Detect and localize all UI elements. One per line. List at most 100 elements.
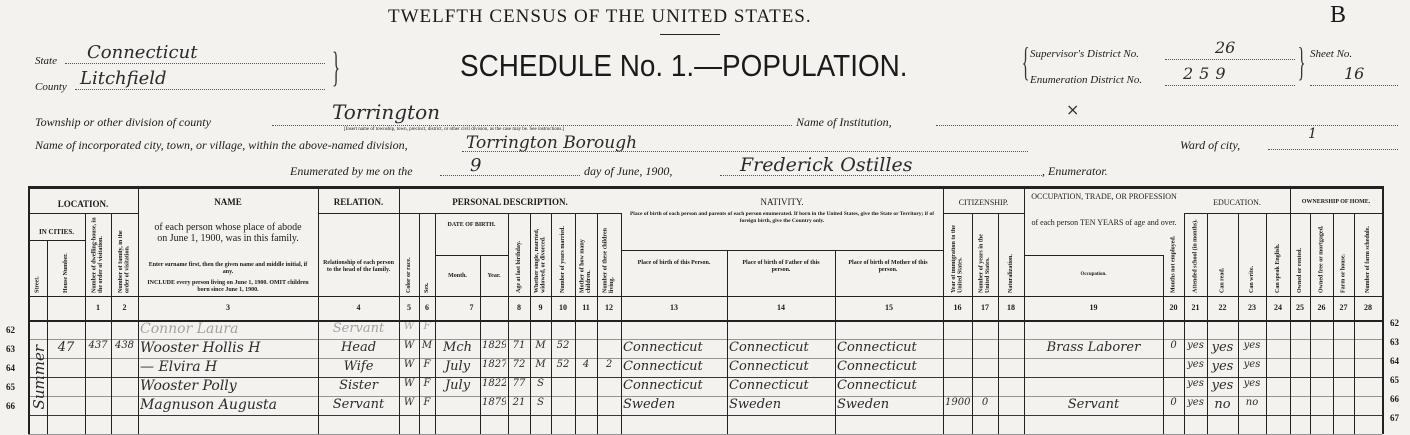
cell-name[interactable]: Wooster Polly	[140, 378, 237, 394]
cell-occupation[interactable]: Brass Laborer	[1046, 340, 1141, 355]
cell-color[interactable]: W	[403, 321, 415, 332]
cell-sex[interactable]: F	[423, 397, 431, 408]
cell-age[interactable]: 72	[512, 359, 526, 370]
cell-pob[interactable]: Sweden	[623, 397, 676, 412]
column-divider	[1290, 186, 1291, 434]
cell-mother-of[interactable]: 4	[582, 359, 590, 370]
cell-sex[interactable]: F	[423, 359, 431, 370]
cell-marital[interactable]: S	[537, 397, 544, 408]
cell-color[interactable]: W	[403, 359, 415, 370]
cell-sex[interactable]: F	[423, 321, 431, 332]
cell-year[interactable]: 1879	[482, 397, 506, 408]
schedule-title: SCHEDULE No. 1.—POPULATION.	[460, 48, 908, 83]
cell-pob-father[interactable]: Connecticut	[729, 359, 809, 374]
cell-year[interactable]: 1829	[482, 340, 506, 351]
supervisor-field[interactable]: 26	[1165, 38, 1295, 60]
cell-year[interactable]: 1822	[482, 378, 506, 389]
cell-name[interactable]: Wooster Hollis H	[140, 340, 261, 356]
cell-years-married[interactable]: 52	[556, 340, 570, 351]
cell-name[interactable]: — Elvira H	[140, 359, 218, 375]
cell-age[interactable]: 77	[512, 378, 526, 389]
cell-sex[interactable]: F	[423, 378, 431, 389]
cell-pob-mother[interactable]: Connecticut	[837, 340, 917, 355]
cell-read[interactable]: yes	[1187, 340, 1204, 351]
cell-pob-father[interactable]: Sweden	[729, 397, 782, 412]
cell-month[interactable]: Mch	[443, 340, 472, 355]
cell-english[interactable]: yes	[1243, 359, 1261, 370]
day-field[interactable]: 9	[440, 156, 580, 176]
column-divider	[530, 213, 531, 434]
cell-years-married[interactable]: 52	[556, 359, 570, 370]
cell-years-us[interactable]: 0	[981, 397, 989, 408]
vertical-column-heading: Naturalization.	[1007, 254, 1014, 293]
vertical-column-heading: Color or race.	[405, 257, 412, 293]
table-row: Magnuson Augusta Servant W F 1879 21 S Sweden Sw…	[28, 396, 1382, 415]
cell-write[interactable]: yes	[1211, 340, 1234, 355]
column-number: 15	[885, 303, 893, 312]
cell-english[interactable]: yes	[1243, 340, 1261, 351]
cell-pob[interactable]: Connecticut	[623, 359, 703, 374]
enum-district-field[interactable]: 259	[1165, 64, 1295, 86]
cell-month[interactable]: July	[444, 378, 471, 393]
city-field[interactable]: Torrington Borough	[462, 134, 1028, 152]
row-number: 67	[1390, 413, 1399, 423]
cell-english[interactable]: no	[1245, 397, 1259, 408]
cell-pob[interactable]: Connecticut	[623, 378, 703, 393]
cell-color[interactable]: W	[403, 397, 415, 408]
state-field[interactable]: Connecticut	[65, 42, 325, 64]
cell-write[interactable]: yes	[1211, 359, 1234, 374]
cell-unemployed[interactable]: 0	[1170, 397, 1177, 408]
cell-age[interactable]: 21	[512, 397, 526, 408]
column-number: 27	[1339, 303, 1348, 312]
cell-pob-mother[interactable]: Connecticut	[837, 378, 917, 393]
cell-name[interactable]: Magnuson Augusta	[140, 397, 278, 413]
cell-dwelling[interactable]: 437	[88, 340, 108, 351]
cell-write[interactable]: no	[1214, 397, 1231, 412]
enumerator-field[interactable]: Frederick Ostilles	[720, 155, 1042, 176]
cell-pob[interactable]: Connecticut	[623, 340, 703, 355]
cell-marital[interactable]: S	[537, 378, 544, 389]
header-divider	[1024, 255, 1163, 256]
column-number: 7	[469, 303, 474, 312]
cell-read[interactable]: yes	[1187, 359, 1204, 370]
cell-color[interactable]: W	[403, 340, 415, 351]
cell-marital[interactable]: M	[535, 359, 546, 370]
cell-color[interactable]: W	[403, 378, 415, 389]
cell-year[interactable]: 1827	[482, 359, 506, 370]
township-field[interactable]: Torrington	[272, 100, 792, 126]
county-field[interactable]: Litchfield	[75, 68, 325, 90]
ward-field[interactable]: 1	[1268, 126, 1398, 150]
cell-living[interactable]: 2	[605, 359, 613, 370]
cell-relation[interactable]: Servant	[332, 321, 385, 336]
column-divider	[551, 213, 552, 434]
cell-relation[interactable]: Head	[340, 340, 377, 355]
cell-pob-mother[interactable]: Sweden	[837, 397, 890, 412]
cell-sex[interactable]: M	[421, 340, 433, 351]
sheet-field[interactable]: 16	[1310, 64, 1398, 86]
column-number: 8	[517, 303, 521, 312]
name-description: of each person whose place of abode on J…	[154, 222, 302, 244]
cell-relation[interactable]: Servant	[332, 397, 385, 412]
cell-write[interactable]: yes	[1211, 378, 1234, 393]
column-number: 5	[407, 303, 411, 312]
cell-unemployed[interactable]: 0	[1170, 340, 1177, 351]
cell-pob-father[interactable]: Connecticut	[729, 378, 809, 393]
cell-relation[interactable]: Sister	[339, 378, 378, 393]
cell-read[interactable]: yes	[1187, 397, 1204, 408]
cell-name[interactable]: Connor Laura	[140, 321, 239, 337]
cell-month[interactable]: July	[444, 359, 471, 374]
cell-family[interactable]: 438	[114, 340, 135, 351]
cell-marital[interactable]: M	[535, 340, 546, 351]
institution-field[interactable]: ×	[936, 100, 1398, 126]
cell-read[interactable]: yes	[1187, 378, 1204, 389]
vertical-column-heading: Owned or rented.	[1296, 248, 1303, 293]
column-divider	[1207, 213, 1208, 434]
cell-pob-father[interactable]: Connecticut	[729, 340, 809, 355]
cell-age[interactable]: 71	[512, 340, 526, 351]
cell-house[interactable]: 47	[57, 340, 75, 355]
cell-relation[interactable]: Wife	[343, 359, 374, 374]
cell-occupation[interactable]: Servant	[1067, 397, 1120, 412]
cell-pob-mother[interactable]: Connecticut	[837, 359, 917, 374]
cell-immig[interactable]: 1900	[945, 397, 970, 408]
cell-english[interactable]: yes	[1243, 378, 1261, 389]
